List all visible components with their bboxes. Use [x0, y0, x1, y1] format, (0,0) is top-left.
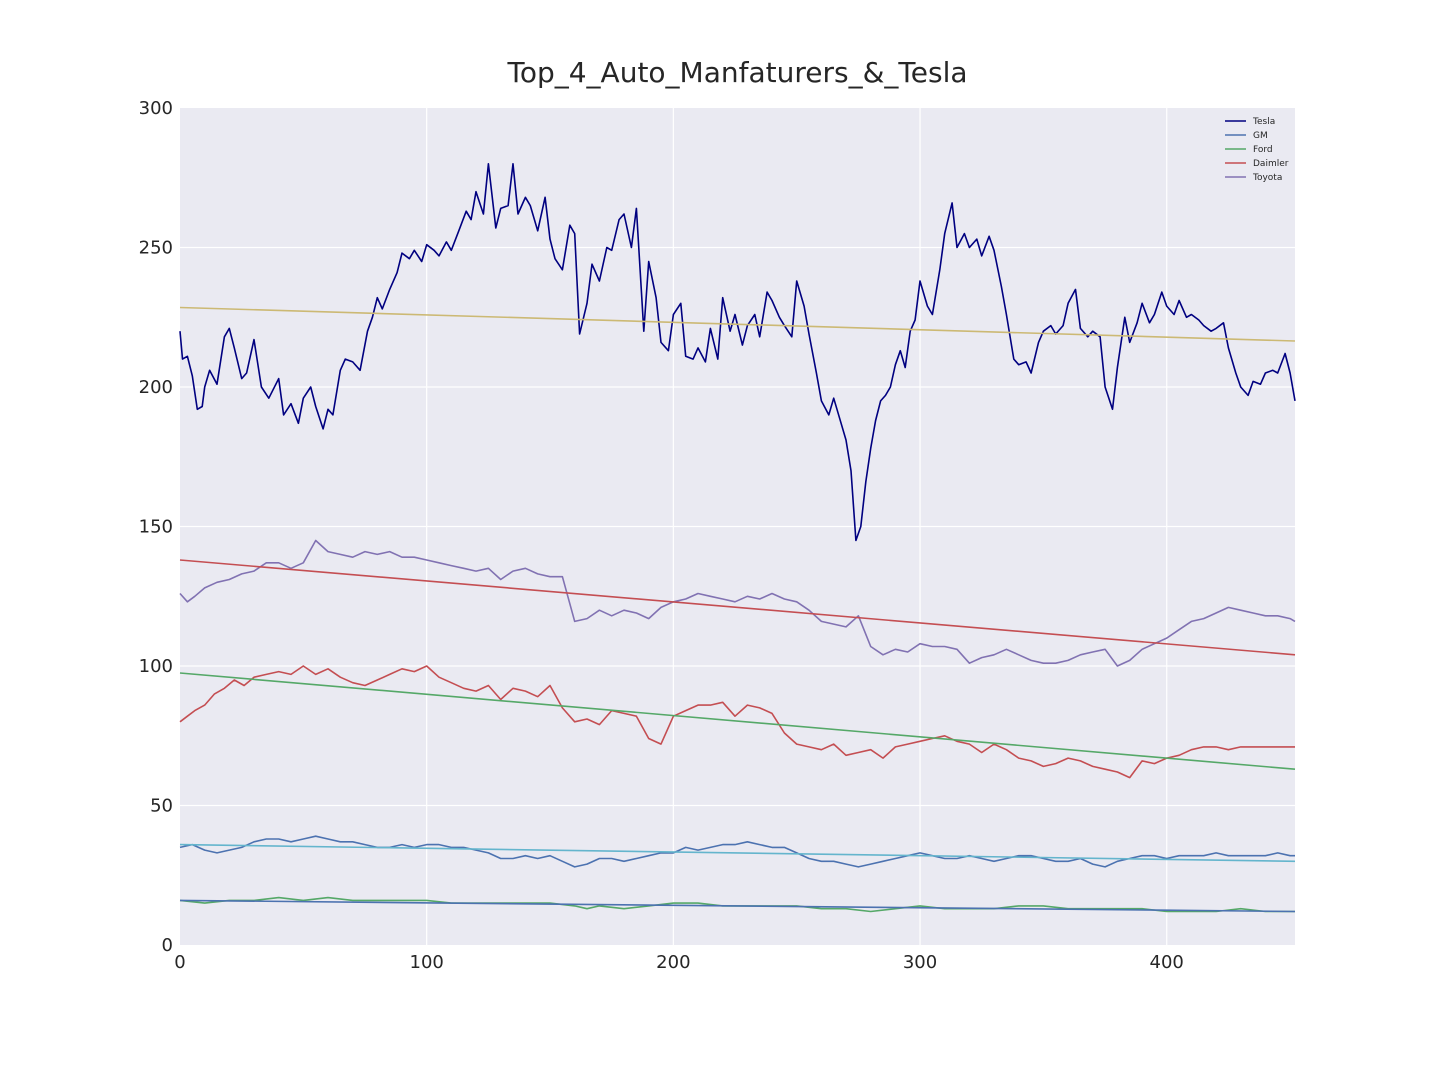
- chart-title: Top_4_Auto_Manfaturers_&_Tesla: [507, 56, 968, 89]
- y-axis: 0 50 100 150 200 250 300: [139, 98, 173, 956]
- y-tick-label: 100: [139, 656, 173, 677]
- series-layer: [179, 163, 1296, 913]
- y-tick-label: 50: [150, 796, 173, 817]
- y-tick-label: 250: [139, 238, 173, 259]
- x-tick-label: 0: [174, 952, 185, 973]
- grid-lines: [180, 108, 1295, 945]
- y-tick-label: 300: [139, 98, 173, 119]
- trend-line-7: [179, 672, 1296, 770]
- x-tick-label: 300: [903, 952, 937, 973]
- series-line-gm: [179, 835, 1295, 868]
- x-axis: 0 100 200 300 400: [174, 952, 1184, 973]
- trend-line-8: [179, 843, 1296, 863]
- legend-label-gm: GM: [1253, 131, 1268, 141]
- y-tick-label: 0: [162, 935, 173, 956]
- legend-label-daimler: Daimler: [1253, 159, 1289, 169]
- series-line-toyota: [179, 539, 1296, 667]
- y-tick-label: 200: [139, 377, 173, 398]
- series-line-tesla: [179, 163, 1296, 542]
- legend-label-toyota: Toyota: [1252, 173, 1282, 183]
- trend-line-6: [179, 559, 1296, 656]
- x-tick-label: 200: [656, 952, 690, 973]
- legend-label-tesla: Tesla: [1252, 117, 1275, 127]
- legend: Tesla GM Ford Daimler Toyota: [1225, 117, 1289, 183]
- trend-line-5: [179, 306, 1296, 342]
- x-tick-label: 400: [1150, 952, 1184, 973]
- legend-label-ford: Ford: [1253, 145, 1273, 155]
- x-tick-label: 100: [410, 952, 444, 973]
- y-tick-label: 150: [139, 517, 173, 538]
- series-line-daimler: [179, 665, 1295, 779]
- trend-line-9: [179, 899, 1296, 913]
